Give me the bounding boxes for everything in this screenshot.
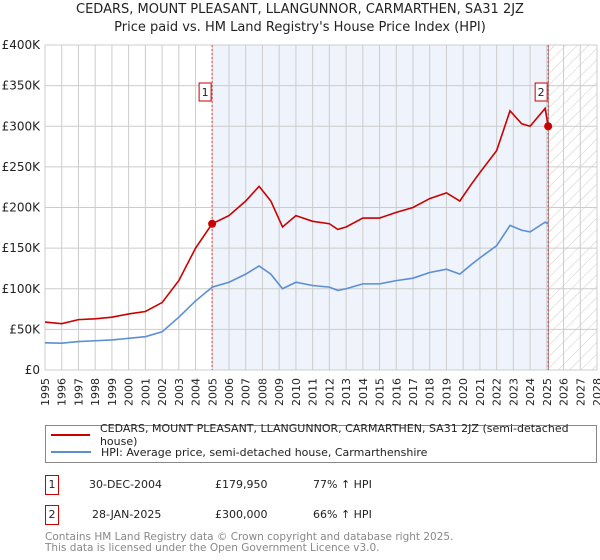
x-tick-label: 1999 bbox=[106, 378, 119, 406]
y-tick-label: £300K bbox=[2, 119, 42, 133]
legend-item-hpi: HPI: Average price, semi-detached house,… bbox=[51, 444, 427, 460]
x-tick-label: 2009 bbox=[273, 378, 286, 406]
y-tick-label: £250K bbox=[2, 160, 42, 174]
y-tick-label: £400K bbox=[2, 38, 42, 52]
x-tick-label: 2026 bbox=[558, 378, 571, 406]
x-tick-label: 2006 bbox=[223, 378, 236, 406]
chart-subtitle: Price paid vs. HM Land Registry's House … bbox=[114, 20, 486, 35]
x-tick-label: 2027 bbox=[574, 378, 587, 406]
x-tick-label: 2001 bbox=[139, 378, 152, 406]
sale-point bbox=[208, 219, 217, 228]
y-tick-label: £200K bbox=[2, 201, 42, 215]
x-tick-label: 2019 bbox=[440, 378, 453, 406]
x-tick-label: 2003 bbox=[173, 378, 186, 406]
y-tick-label: £100K bbox=[2, 282, 42, 296]
chart-title: CEDARS, MOUNT PLEASANT, LLANGUNNOR, CARM… bbox=[76, 2, 524, 17]
x-tick-label: 2028 bbox=[591, 378, 600, 406]
transaction-price: £179,950 bbox=[215, 478, 268, 491]
transaction-hpi: 77% ↑ HPI bbox=[313, 478, 372, 491]
x-tick-label: 2020 bbox=[457, 378, 470, 406]
x-tick-label: 2013 bbox=[340, 378, 353, 406]
x-tick-label: 2012 bbox=[323, 378, 336, 406]
x-tick-label: 2024 bbox=[524, 378, 537, 406]
sale-point bbox=[544, 122, 553, 131]
sale-marker-label: 1 bbox=[202, 86, 209, 99]
legend: CEDARS, MOUNT PLEASANT, LLANGUNNOR, CARM… bbox=[45, 422, 597, 463]
x-tick-label: 1995 bbox=[39, 378, 52, 406]
x-tick-label: 2021 bbox=[474, 378, 487, 406]
x-tick-label: 1998 bbox=[89, 378, 102, 406]
y-tick-label: £150K bbox=[2, 241, 42, 255]
transaction-date: 28-JAN-2025 bbox=[92, 508, 162, 521]
x-tick-label: 1996 bbox=[56, 378, 69, 406]
sale-marker-box bbox=[534, 82, 548, 102]
property-price-line bbox=[44, 106, 549, 325]
marker-badge: 2 bbox=[45, 505, 59, 525]
footer-licence: This data is licensed under the Open Gov… bbox=[45, 542, 380, 554]
price-chart: 1995 1996 1997 1998 1999 2000 2001 2002 2003 2004… bbox=[2, 38, 600, 406]
x-tick-label: 1997 bbox=[72, 378, 85, 406]
x-tick-label: 2007 bbox=[240, 378, 253, 406]
x-tick-label: 2022 bbox=[491, 378, 504, 406]
x-tick-label: 2025 bbox=[541, 378, 554, 406]
x-tick-label: 2008 bbox=[256, 378, 269, 406]
x-tick-label: 2016 bbox=[390, 378, 403, 406]
legend-label: HPI: Average price, semi-detached house,… bbox=[101, 445, 428, 459]
transaction-price: £300,000 bbox=[215, 508, 268, 521]
legend-swatch-blue bbox=[51, 451, 91, 453]
transaction-row: 2 28-JAN-2025 £300,000 66% ↑ HPI bbox=[45, 505, 545, 525]
x-tick-label: 2011 bbox=[307, 378, 320, 406]
x-tick-label: 2015 bbox=[374, 378, 387, 406]
sale-marker-label: 2 bbox=[538, 86, 545, 99]
hpi-line bbox=[44, 221, 549, 344]
y-tick-label: £0 bbox=[25, 363, 40, 377]
legend-label: CEDARS, MOUNT PLEASANT, LLANGUNNOR, CARM… bbox=[99, 422, 569, 448]
transaction-hpi: 66% ↑ HPI bbox=[313, 508, 372, 521]
x-tick-label: 2002 bbox=[156, 378, 169, 406]
x-tick-label: 2017 bbox=[407, 378, 420, 406]
sale-marker-box bbox=[198, 82, 212, 102]
x-tick-label: 2005 bbox=[206, 378, 219, 406]
y-tick-label: £50K bbox=[9, 322, 41, 336]
x-tick-label: 2000 bbox=[123, 378, 136, 406]
x-tick-label: 2023 bbox=[507, 378, 520, 406]
marker-badge: 1 bbox=[45, 475, 59, 495]
x-tick-label: 2014 bbox=[357, 378, 370, 406]
x-tick-label: 2018 bbox=[424, 378, 437, 406]
transaction-row: 1 30-DEC-2004 £179,950 77% ↑ HPI bbox=[45, 475, 545, 495]
transaction-date: 30-DEC-2004 bbox=[89, 478, 163, 491]
legend-item-property: CEDARS, MOUNT PLEASANT, LLANGUNNOR, CARM… bbox=[51, 422, 596, 448]
footer: Contains HM Land Registry data © Crown c… bbox=[45, 532, 453, 554]
footer-copyright: Contains HM Land Registry data © Crown c… bbox=[45, 531, 454, 543]
x-tick-label: 2010 bbox=[290, 378, 303, 406]
x-tick-label: 2004 bbox=[190, 378, 203, 406]
y-tick-label: £350K bbox=[2, 79, 42, 93]
legend-swatch-red bbox=[51, 434, 90, 436]
